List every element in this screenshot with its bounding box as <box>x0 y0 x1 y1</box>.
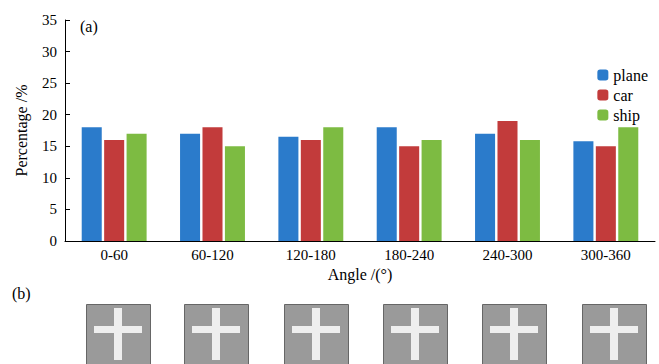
svg-text:240-300: 240-300 <box>483 247 533 263</box>
svg-text:0: 0 <box>50 233 58 249</box>
svg-text:Angle /(°): Angle /(°) <box>328 266 393 284</box>
svg-text:5: 5 <box>50 201 58 217</box>
svg-text:plane: plane <box>613 67 648 85</box>
svg-text:ship: ship <box>613 107 640 125</box>
svg-text:10: 10 <box>42 170 57 186</box>
svg-text:(b): (b) <box>12 285 31 303</box>
svg-text:180-240: 180-240 <box>384 247 434 263</box>
svg-text:25: 25 <box>42 75 57 91</box>
svg-text:Percentage /%: Percentage /% <box>13 85 31 177</box>
svg-text:car: car <box>613 87 633 104</box>
svg-text:300-360: 300-360 <box>581 247 631 263</box>
svg-text:30: 30 <box>42 44 57 60</box>
svg-text:20: 20 <box>42 107 57 123</box>
svg-text:0-60: 0-60 <box>100 247 128 263</box>
svg-text:35: 35 <box>42 12 57 28</box>
svg-text:(a): (a) <box>80 18 98 36</box>
svg-text:60-120: 60-120 <box>191 247 234 263</box>
svg-text:15: 15 <box>42 138 57 154</box>
svg-text:120-180: 120-180 <box>286 247 336 263</box>
